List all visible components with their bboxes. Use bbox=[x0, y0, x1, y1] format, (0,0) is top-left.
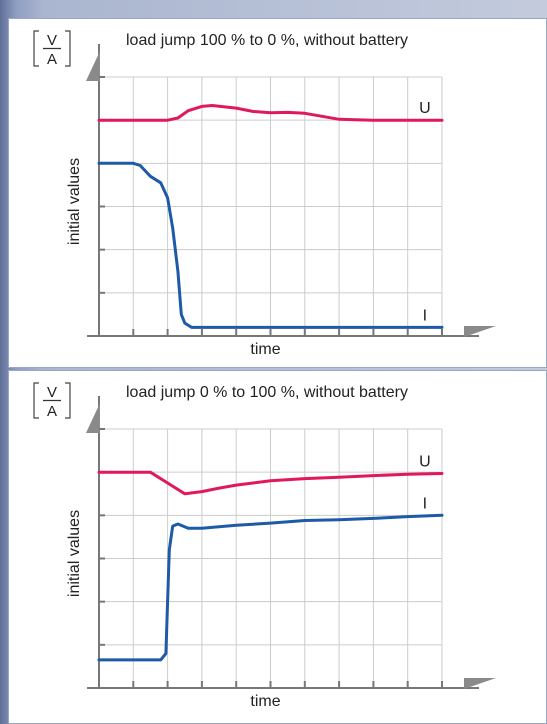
series-label-u: U bbox=[419, 453, 431, 470]
y-axis-label: initial values bbox=[66, 158, 83, 245]
unit-bracket-left bbox=[33, 30, 39, 67]
series-line-u bbox=[97, 104, 444, 122]
unit-numerator: V bbox=[47, 32, 57, 49]
series-line-i bbox=[97, 161, 444, 329]
x-axis-arrow-icon bbox=[464, 326, 496, 337]
series-label-u: U bbox=[419, 100, 431, 117]
unit-bracket-right bbox=[65, 382, 71, 419]
unit-denominator: A bbox=[47, 403, 57, 420]
series-line-u bbox=[97, 470, 444, 496]
x-axis-label: time bbox=[250, 341, 280, 358]
y-axis-label: initial values bbox=[66, 510, 83, 597]
y-axis-arrow-icon bbox=[86, 403, 100, 433]
x-axis-label: time bbox=[250, 693, 280, 710]
unit-bracket-left bbox=[33, 382, 39, 419]
series-label-i: I bbox=[423, 307, 427, 324]
unit-bracket-right bbox=[65, 30, 71, 67]
unit-denominator: A bbox=[47, 51, 57, 68]
chart-title: load jump 0 % to 100 %, without battery bbox=[126, 384, 408, 401]
series-line-i bbox=[97, 513, 444, 662]
x-axis-arrow-icon bbox=[464, 678, 496, 689]
unit-numerator: V bbox=[47, 384, 57, 401]
y-axis-arrow-icon bbox=[86, 51, 100, 81]
series-label-i: I bbox=[423, 495, 427, 512]
chart-title: load jump 100 % to 0 %, without battery bbox=[126, 32, 408, 49]
